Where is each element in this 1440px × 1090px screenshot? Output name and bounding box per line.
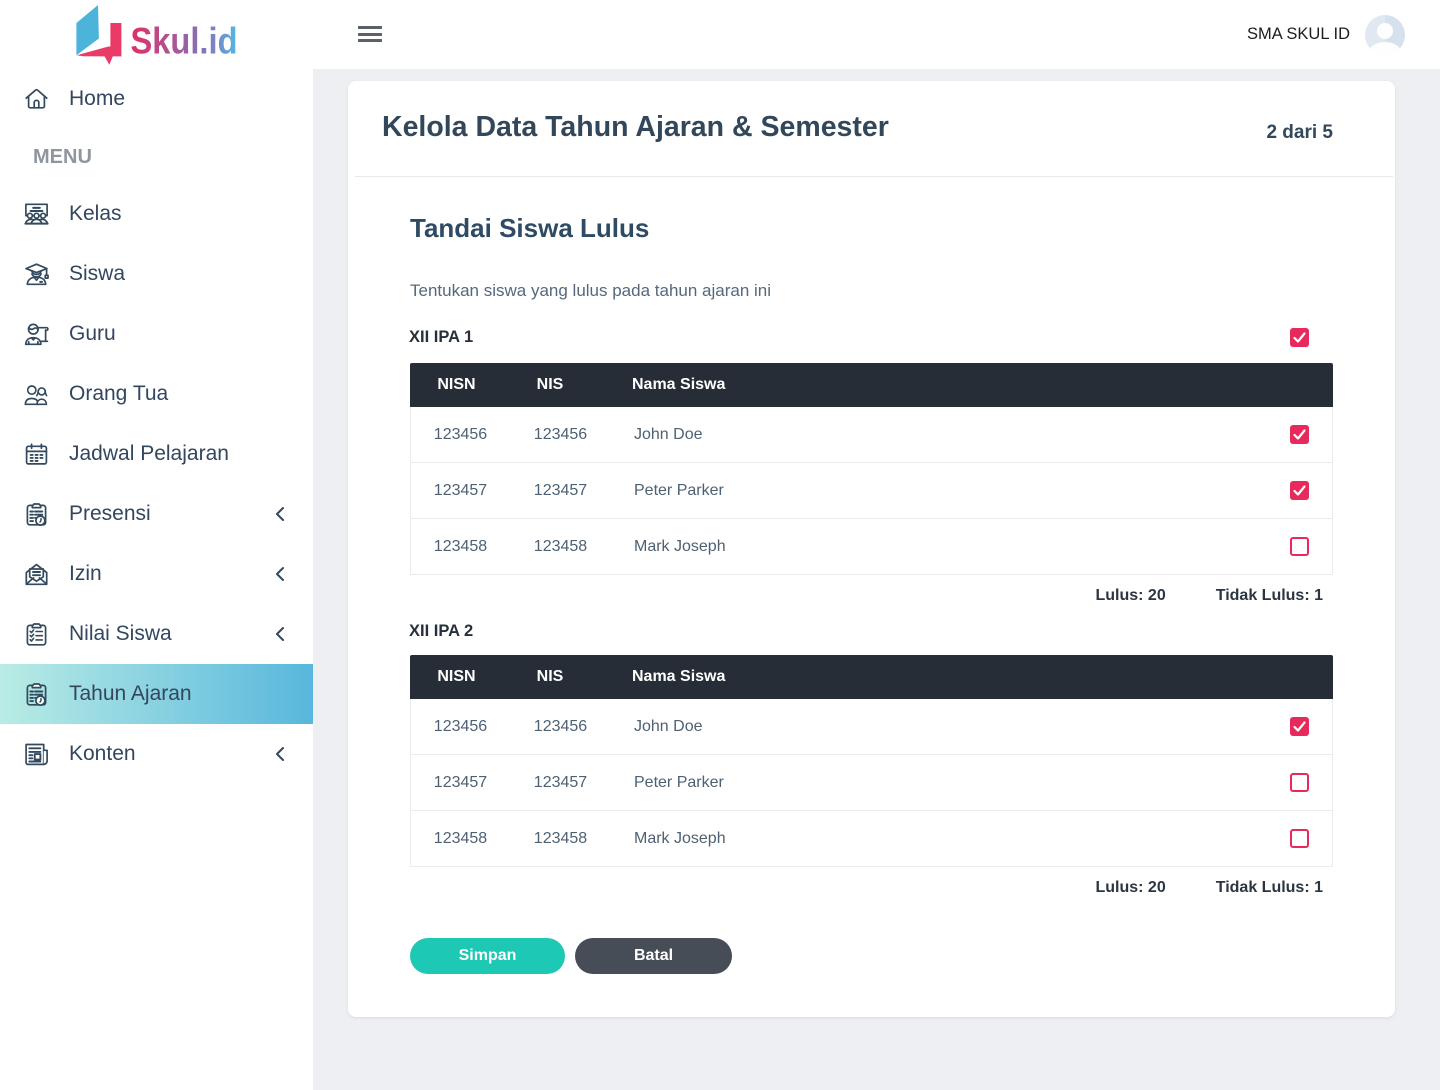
svg-text:Skul.id: Skul.id	[131, 20, 238, 62]
